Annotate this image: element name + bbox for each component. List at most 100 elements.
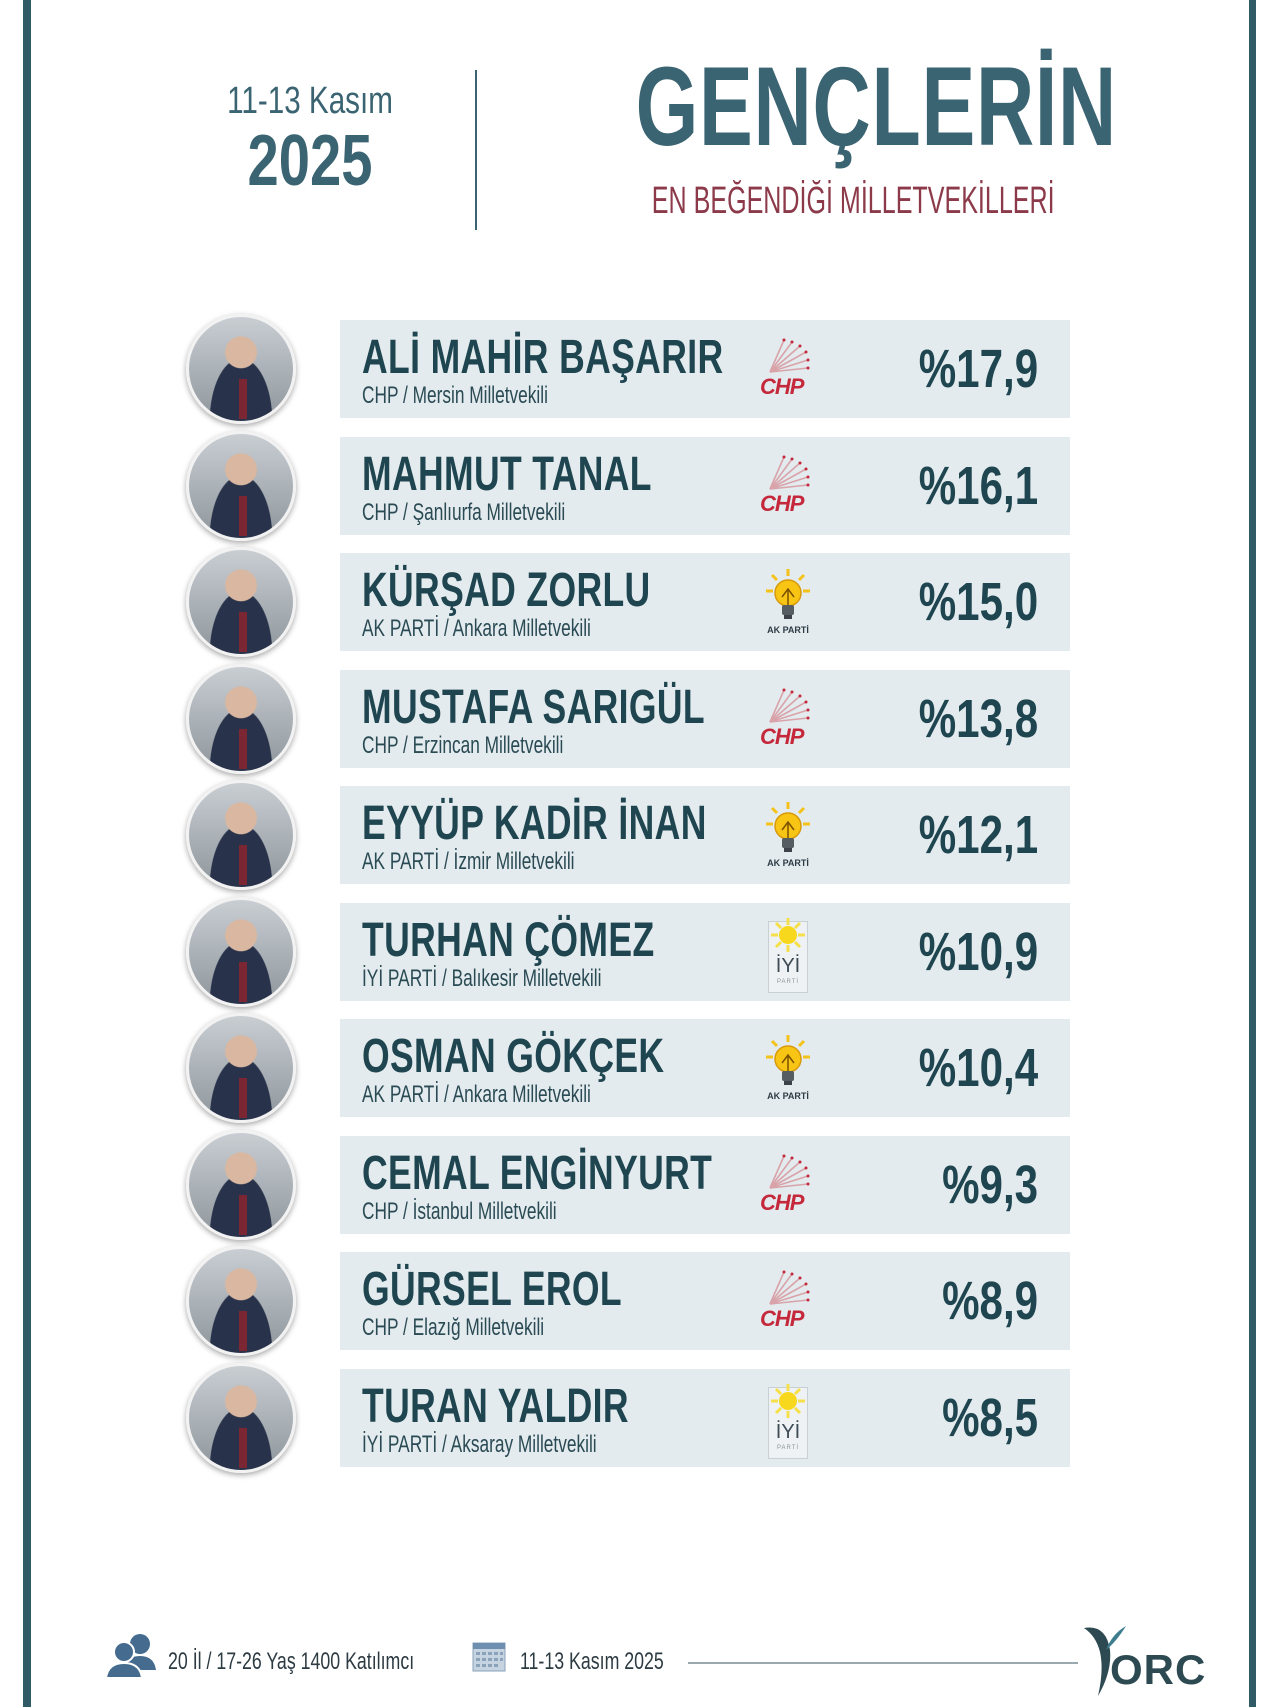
avatar xyxy=(186,896,296,1007)
orc-leaf-icon xyxy=(1084,1626,1126,1696)
chp-logo-text: CHP xyxy=(760,1189,804,1215)
row-bar: EYYÜP KADİR İNAN AK PARTİ / İzmir Milletv… xyxy=(340,786,1070,884)
avatar xyxy=(186,1246,296,1356)
mp-party-constituency: CHP / İstanbul Milletvekili xyxy=(362,1197,557,1225)
mp-percentage: %8,9 xyxy=(941,1271,1038,1331)
table-row: CEMAL ENGİNYURT CHP / İstanbul Milletveki… xyxy=(0,1129,1280,1240)
chp-logo-text: CHP xyxy=(760,723,804,749)
sample-info: 20 İl / 17-26 Yaş 1400 Katılımcı xyxy=(168,1648,415,1675)
akp-logo-text: AK PARTİ xyxy=(767,1091,809,1101)
akp-logo-text: AK PARTİ xyxy=(767,625,809,635)
avatar-tie xyxy=(239,728,247,769)
avatar-tie xyxy=(239,379,247,419)
frame-border-right xyxy=(1249,0,1256,1707)
iyi-sun-icon xyxy=(771,1383,805,1418)
iyi-logo-text: İYİ xyxy=(775,1420,801,1443)
chp-logo-text: CHP xyxy=(760,1306,804,1331)
row-bar: ALİ MAHİR BAŞARIR CHP / Mersin Milletveki… xyxy=(340,320,1070,418)
avatar-tie xyxy=(239,1194,247,1235)
orc-logo: ORC xyxy=(1076,1620,1216,1700)
mp-name: TURAN YALDIR xyxy=(362,1379,629,1433)
iyi-logo-subtext: PARTİ xyxy=(776,1444,800,1451)
avatar-tie xyxy=(239,1078,247,1118)
mp-party-constituency: CHP / Elazığ Milletvekili xyxy=(362,1314,545,1341)
table-row: OSMAN GÖKÇEK AK PARTİ / Ankara Milletveki… xyxy=(0,1013,1280,1123)
table-row: TURHAN ÇÖMEZ İYİ PARTİ / Balıkesir Millet… xyxy=(0,896,1280,1007)
chp-six-arrows-icon xyxy=(769,455,810,490)
table-row: GÜRSEL EROL CHP / Elazığ Milletvekili CHP%… xyxy=(0,1246,1280,1356)
row-bar: KÜRŞAD ZORLU AK PARTİ / Ankara Milletveki… xyxy=(340,553,1070,651)
akp-lightbulb-icon xyxy=(766,569,810,619)
iyi-logo-icon: İYİ PARTİ xyxy=(756,1383,820,1459)
mp-percentage: %10,9 xyxy=(918,921,1038,982)
mp-party-constituency: AK PARTİ / Ankara Milletvekili xyxy=(362,1081,591,1108)
akp-lightbulb-icon xyxy=(766,1035,810,1085)
mp-name: CEMAL ENGİNYURT xyxy=(362,1146,713,1200)
chp-logo-text: CHP xyxy=(760,374,804,399)
survey-date-block: 11-13 Kasım 2025 xyxy=(150,80,470,197)
page-subtitle: EN BEĞENDİĞİ MİLLETVEKİLLERİ xyxy=(651,179,1055,222)
avatar xyxy=(186,1013,296,1123)
iyi-logo-subtext: PARTİ xyxy=(776,978,800,985)
avatar-tie xyxy=(239,961,247,1002)
iyi-sun-icon xyxy=(771,917,805,952)
header-divider xyxy=(475,70,477,230)
mp-name: TURHAN ÇÖMEZ xyxy=(362,913,655,967)
mp-party-constituency: CHP / Mersin Milletvekili xyxy=(362,382,548,409)
page-title-block: GENÇLERİN EN BEĞENDİĞİ MİLLETVEKİLLERİ xyxy=(560,44,1117,223)
avatar-tie xyxy=(239,1311,247,1351)
mp-name: OSMAN GÖKÇEK xyxy=(362,1030,665,1083)
avatar xyxy=(186,547,296,657)
frame-border-left xyxy=(23,0,31,1707)
mp-party-constituency: AK PARTİ / İzmir Milletvekili xyxy=(362,848,575,875)
mp-party-constituency: İYİ PARTİ / Aksaray Milletvekili xyxy=(362,1430,597,1458)
avatar-tie xyxy=(239,495,247,536)
chp-logo-icon: CHP xyxy=(756,334,820,406)
iyi-logo-icon: İYİ PARTİ xyxy=(756,917,820,993)
survey-date-range: 11-13 Kasım xyxy=(227,80,393,122)
survey-year: 2025 xyxy=(247,121,373,201)
mp-percentage: %10,4 xyxy=(918,1038,1038,1098)
avatar xyxy=(186,1129,296,1240)
mp-party-constituency: CHP / Şanlıurfa Milletvekili xyxy=(362,498,566,526)
row-bar: CEMAL ENGİNYURT CHP / İstanbul Milletveki… xyxy=(340,1135,1070,1234)
chp-logo-icon: CHP xyxy=(756,1266,820,1338)
mp-percentage: %8,5 xyxy=(941,1387,1038,1448)
orc-logo-text: ORC xyxy=(1110,1646,1207,1693)
chp-logo-text: CHP xyxy=(760,490,804,516)
mp-party-constituency: İYİ PARTİ / Balıkesir Milletvekili xyxy=(362,964,602,992)
mp-party-constituency: CHP / Erzincan Milletvekili xyxy=(362,731,564,759)
mp-name: KÜRŞAD ZORLU xyxy=(362,564,651,617)
avatar-tie xyxy=(239,845,247,885)
akp-lightbulb-icon xyxy=(766,802,810,852)
page-title: GENÇLERİN xyxy=(635,44,1117,169)
akp-logo-icon: AK PARTİ xyxy=(756,800,820,872)
mp-name: MUSTAFA SARIGÜL xyxy=(362,680,705,734)
iyi-logo-text: İYİ xyxy=(775,954,801,977)
chp-logo-icon: CHP xyxy=(756,684,820,756)
avatar xyxy=(186,430,296,541)
table-row: ALİ MAHİR BAŞARIR CHP / Mersin Milletveki… xyxy=(0,314,1280,424)
avatar xyxy=(186,1362,296,1473)
chp-six-arrows-icon xyxy=(769,688,810,723)
mp-name: MAHMUT TANAL xyxy=(362,447,652,501)
avatar xyxy=(186,780,296,890)
table-row: KÜRŞAD ZORLU AK PARTİ / Ankara Milletveki… xyxy=(0,547,1280,657)
table-row: MUSTAFA SARIGÜL CHP / Erzincan Milletveki… xyxy=(0,663,1280,774)
mp-name: EYYÜP KADİR İNAN xyxy=(362,797,707,850)
akp-logo-icon: AK PARTİ xyxy=(756,1033,820,1105)
chp-logo-icon: CHP xyxy=(756,1150,820,1222)
mp-percentage: %17,9 xyxy=(918,339,1038,399)
footer-rule xyxy=(688,1662,1078,1664)
akp-logo-text: AK PARTİ xyxy=(767,858,809,868)
avatar-tie xyxy=(239,612,247,652)
row-bar: GÜRSEL EROL CHP / Elazığ Milletvekili CHP%… xyxy=(340,1252,1070,1350)
mp-percentage: %15,0 xyxy=(918,572,1038,632)
table-row: MAHMUT TANAL CHP / Şanlıurfa Milletvekili… xyxy=(0,430,1280,541)
avatar-tie xyxy=(239,1427,247,1468)
row-bar: TURHAN ÇÖMEZ İYİ PARTİ / Balıkesir Millet… xyxy=(340,902,1070,1001)
table-row: TURAN YALDIR İYİ PARTİ / Aksaray Milletve… xyxy=(0,1362,1280,1473)
chp-six-arrows-icon xyxy=(769,1270,810,1305)
row-bar: MAHMUT TANAL CHP / Şanlıurfa Milletvekili… xyxy=(340,436,1070,535)
mp-percentage: %13,8 xyxy=(918,688,1038,749)
